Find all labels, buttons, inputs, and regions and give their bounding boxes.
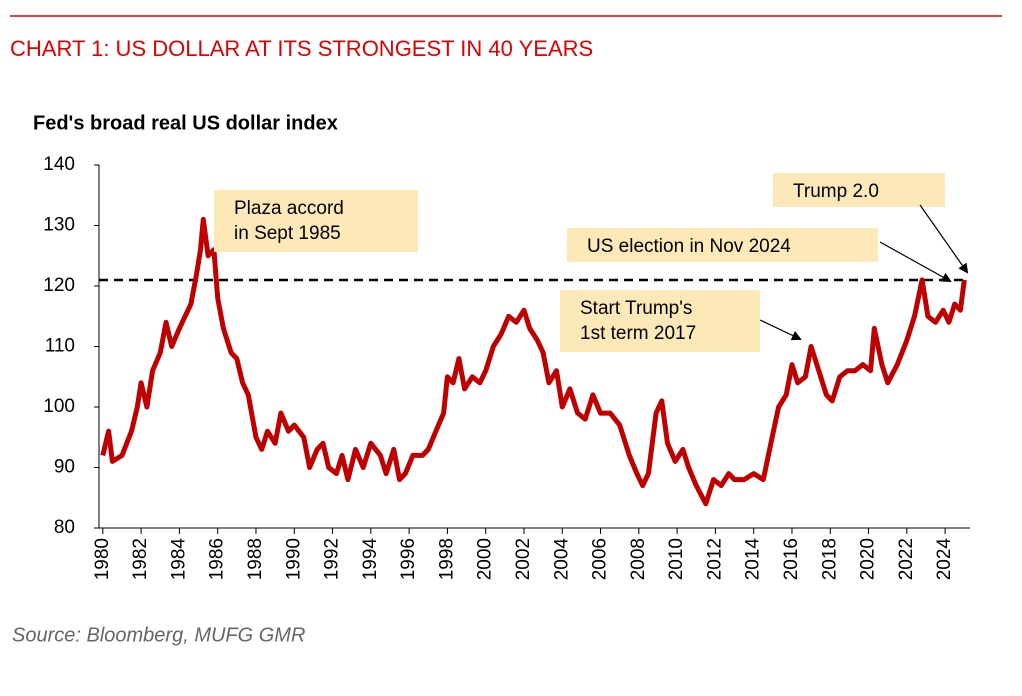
annotation-arrow	[919, 204, 969, 274]
annotation-text: in Sept 1985	[234, 223, 341, 244]
x-tick-label: 1988	[245, 538, 266, 580]
y-tick-label: 80	[54, 517, 75, 538]
x-tick-label: 1994	[360, 538, 381, 581]
source: Source: Bloomberg, MUFG GMR	[12, 624, 305, 646]
annotation-arrow	[759, 319, 802, 341]
x-tick-label: 2014	[743, 538, 764, 581]
chart-title: CHART 1: US DOLLAR AT ITS STRONGEST IN 4…	[10, 36, 593, 61]
x-tick-label: 2024	[934, 538, 955, 581]
data-line	[100, 216, 967, 507]
y-tick-label: 90	[54, 457, 75, 478]
x-tick-label: 1992	[322, 538, 343, 580]
x-tick-label: 2002	[513, 538, 534, 580]
x-tick-label: 1984	[168, 538, 189, 581]
x-tick-label: 1982	[130, 538, 151, 580]
x-tick-label: 2004	[551, 538, 572, 581]
annotation-text: 1st term 2017	[580, 323, 696, 344]
x-tick-label: 1980	[92, 538, 113, 580]
annotation-box	[560, 290, 760, 352]
x-tick-label: 2016	[781, 538, 802, 580]
annotation-text: Start Trump's	[580, 298, 692, 319]
x-tick-label: 2012	[704, 538, 725, 580]
annotation-box	[773, 173, 945, 207]
x-tick-label: 1996	[398, 538, 419, 580]
y-tick-label: 130	[43, 215, 75, 236]
y-tick-label: 140	[43, 154, 75, 175]
annotation-box	[214, 190, 418, 252]
x-tick-label: 2022	[896, 538, 917, 580]
x-tick-label: 1998	[436, 538, 457, 580]
y-axis-label: Fed's broad real US dollar index	[33, 112, 338, 134]
x-tick-label: 2008	[628, 538, 649, 580]
annotation-text: Trump 2.0	[793, 181, 879, 202]
x-tick-label: 2018	[819, 538, 840, 580]
annotation-text: US election in Nov 2024	[587, 236, 791, 257]
x-tick-label: 2010	[666, 538, 687, 580]
x-tick-label: 1990	[283, 538, 304, 580]
annotation-box	[567, 228, 878, 262]
annotation-arrow	[879, 241, 952, 282]
annotation-text: Plaza accord	[234, 198, 344, 219]
x-tick-label: 1986	[207, 538, 228, 580]
x-tick-label: 2006	[590, 538, 611, 580]
y-tick-label: 100	[43, 396, 75, 417]
y-tick-label: 110	[45, 336, 75, 357]
x-tick-label: 2000	[475, 538, 496, 580]
y-tick-label: 120	[43, 275, 75, 296]
x-tick-label: 2020	[858, 538, 879, 580]
